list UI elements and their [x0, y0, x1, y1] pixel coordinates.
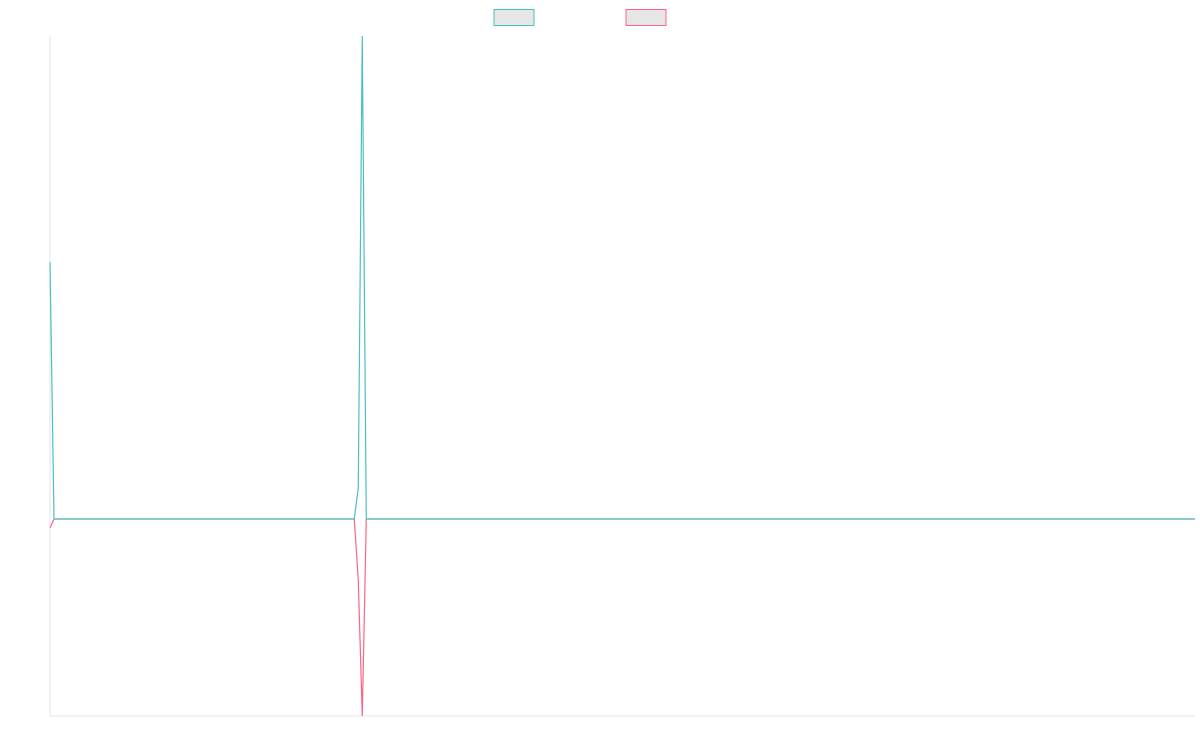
series-line — [49, 518, 1195, 717]
legend-swatch[interactable] — [625, 9, 667, 26]
legend-swatch[interactable] — [493, 9, 535, 26]
series-line — [49, 35, 1195, 520]
